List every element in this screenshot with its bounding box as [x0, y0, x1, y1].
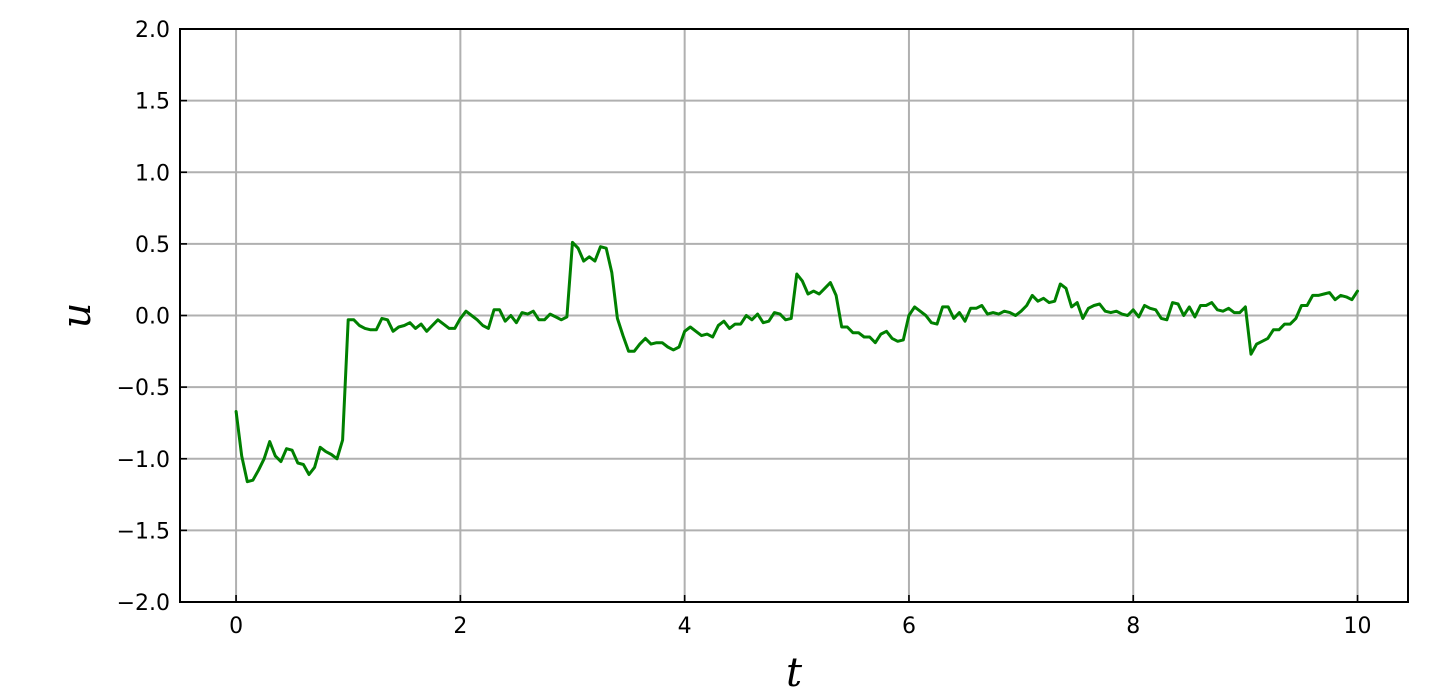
y-axis-label: u: [54, 303, 100, 329]
series-layer: [234, 240, 1359, 484]
y-tick-label: −2.0: [117, 591, 170, 616]
x-tick-label: 2: [453, 614, 467, 639]
y-tick-label: −0.5: [117, 376, 170, 401]
y-tick-label: 0.0: [135, 305, 170, 330]
y-tick-label: −1.0: [117, 448, 170, 473]
axis-ticks: 0 2 4 6 8 10 −2.0 −1.5 −1.0 −0.5 0.0 0.5 1.0 1.5 2.0: [117, 18, 1372, 639]
y-tick-label: 2.0: [135, 18, 170, 43]
grid-lines: [180, 28, 1408, 603]
x-tick-label: 0: [229, 614, 243, 639]
series-line: [234, 240, 1359, 484]
y-tick-label: −1.5: [117, 519, 170, 544]
x-tick-label: 4: [678, 614, 692, 639]
y-tick-label: 1.5: [135, 90, 170, 115]
x-axis-label: t: [786, 650, 803, 692]
y-tick-label: 1.0: [135, 161, 170, 186]
x-tick-label: 8: [1126, 614, 1140, 639]
x-tick-label: 10: [1344, 614, 1372, 639]
x-tick-label: 6: [902, 614, 916, 639]
y-tick-label: 0.5: [135, 233, 170, 258]
